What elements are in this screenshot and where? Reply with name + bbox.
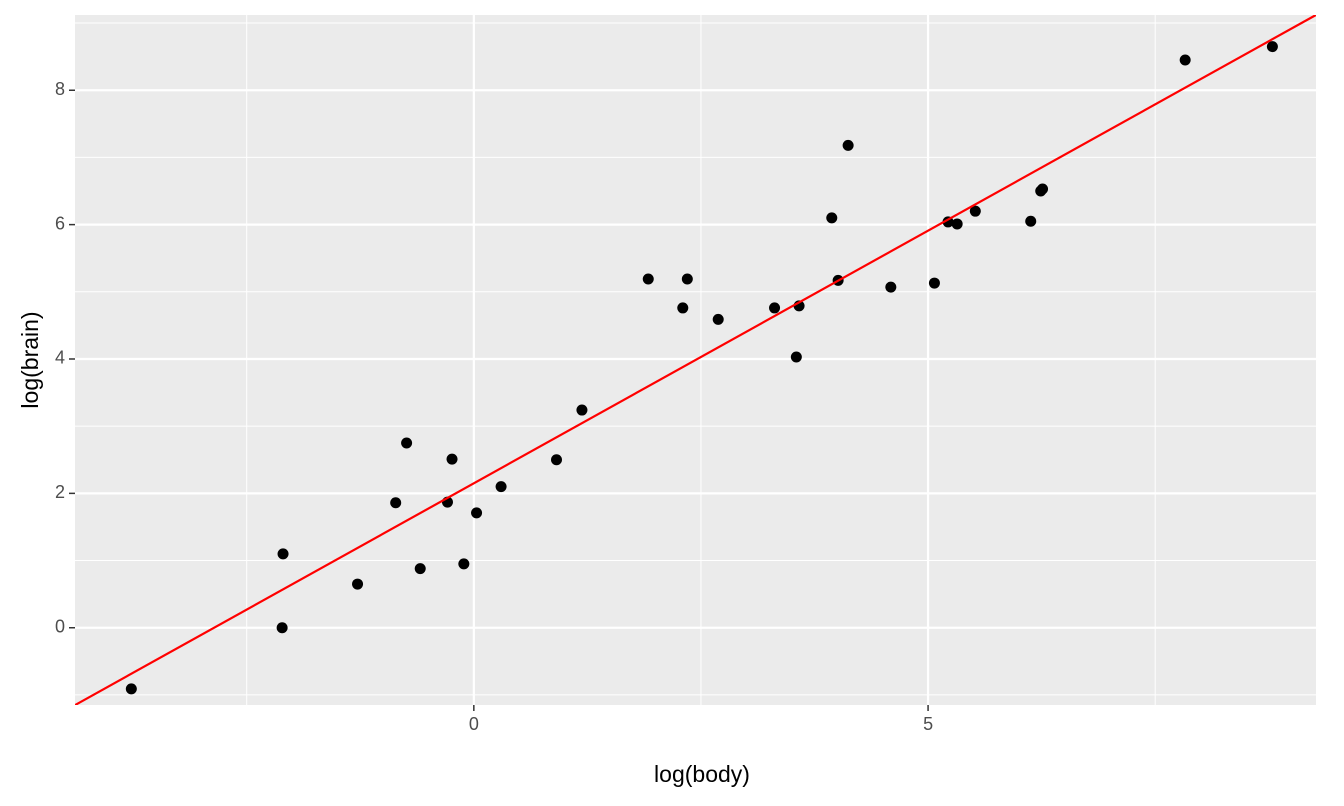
y-axis-title: log(brain) (17, 311, 43, 408)
point (1037, 183, 1049, 195)
y-tick-label: 6 (55, 213, 65, 233)
point (969, 205, 981, 217)
point (495, 481, 507, 493)
point (712, 313, 724, 325)
y-tick-label: 0 (55, 616, 65, 636)
point (681, 273, 693, 285)
x-tick-label: 0 (469, 714, 479, 734)
point (790, 351, 802, 363)
point (928, 277, 940, 289)
point (446, 453, 458, 465)
marks (75, 15, 1316, 705)
point (951, 218, 963, 230)
point (842, 139, 854, 151)
point (642, 273, 654, 285)
point (769, 302, 781, 314)
point (458, 558, 470, 570)
x-tick-label: 5 (923, 714, 933, 734)
y-tick-label: 4 (55, 348, 65, 368)
y-tick-label: 8 (55, 79, 65, 99)
point (1266, 41, 1278, 53)
point (1025, 215, 1037, 227)
point (414, 563, 426, 575)
point (352, 578, 364, 590)
point (401, 437, 413, 449)
point (277, 548, 289, 560)
point (1179, 54, 1191, 66)
point (826, 212, 838, 224)
y-tick-label: 2 (55, 482, 65, 502)
point (390, 497, 402, 509)
point (551, 454, 563, 466)
point (576, 404, 588, 416)
point (885, 281, 897, 293)
fit-line (75, 15, 1316, 705)
point (677, 302, 689, 314)
point (471, 507, 483, 519)
point (276, 622, 288, 634)
point (125, 683, 137, 695)
x-axis-title: log(body) (654, 761, 750, 787)
